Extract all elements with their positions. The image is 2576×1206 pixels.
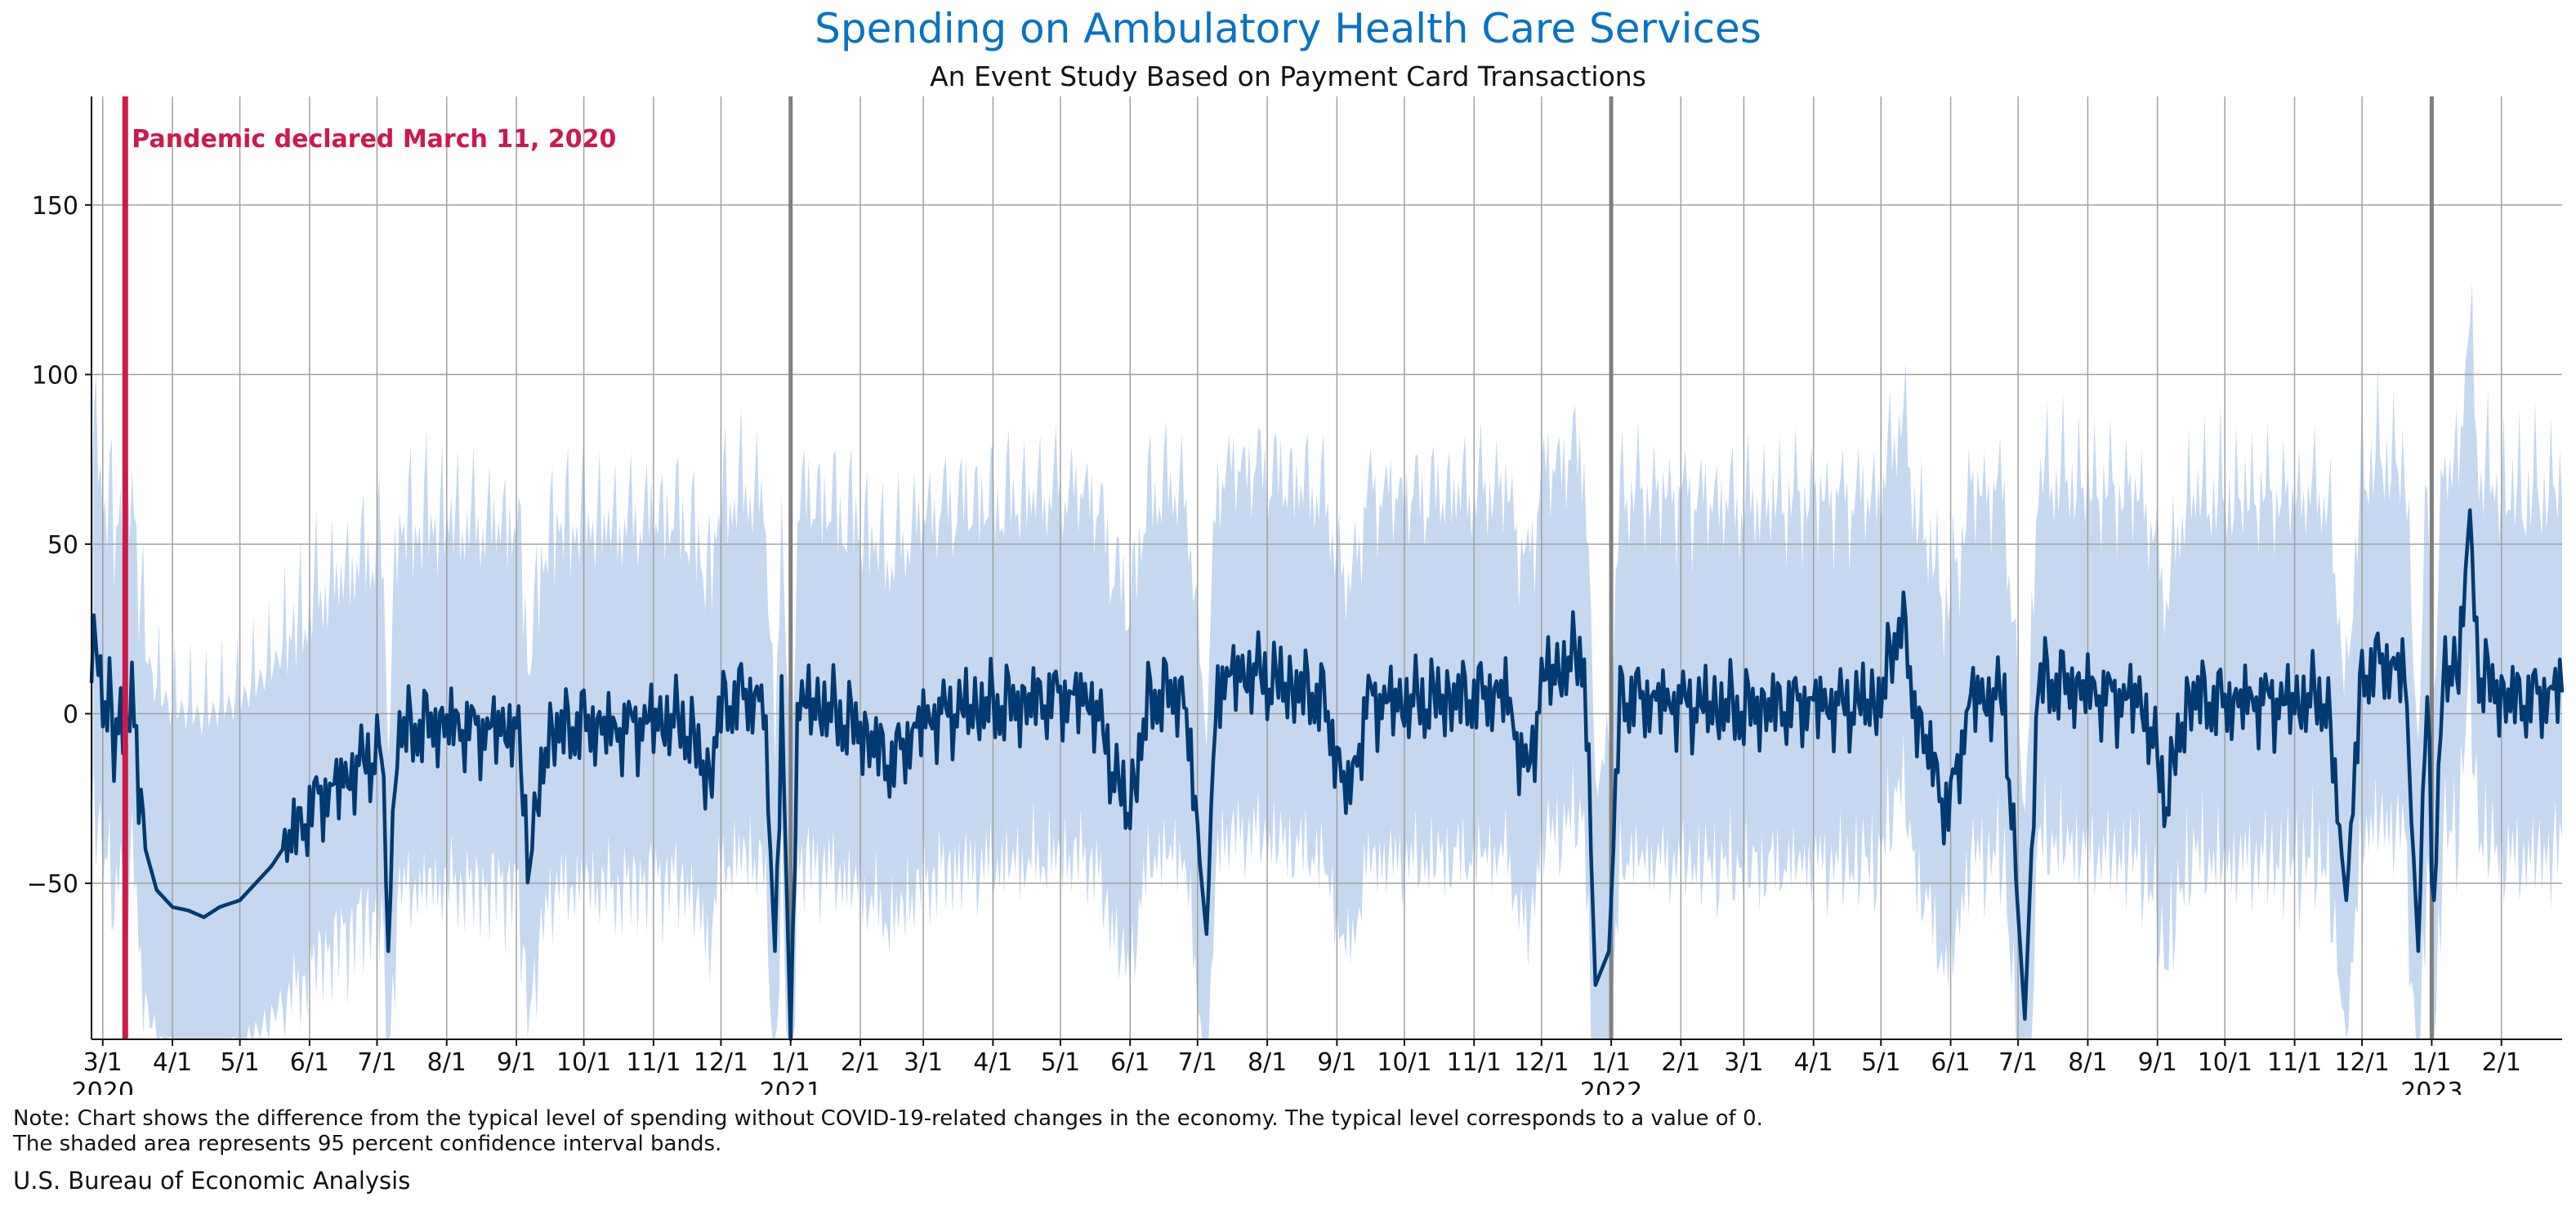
source-credit: U.S. Bureau of Economic Analysis (13, 1167, 411, 1195)
x-tick-label: 11/1 (1447, 1048, 1502, 1077)
x-tick-label: 12/1 (694, 1048, 748, 1077)
x-tick-label: 9/1 (497, 1048, 536, 1077)
x-tick-label: 9/1 (1317, 1048, 1356, 1077)
chart-title: Spending on Ambulatory Health Care Servi… (815, 5, 1761, 52)
x-tick-label: 7/1 (1998, 1048, 2038, 1077)
x-tick-label: 3/1 (904, 1048, 943, 1077)
x-tick-label: 8/1 (427, 1048, 467, 1077)
x-tick-label: 12/1 (2334, 1048, 2389, 1077)
x-tick-label: 1/1 (1592, 1048, 1631, 1077)
line-chart: Pandemic declared March 11, 2020 −50 0 50 1… (27, 96, 2565, 1095)
note-line-1: Note: Chart shows the difference from th… (13, 1106, 1763, 1131)
y-tick-label: 100 (32, 361, 78, 390)
x-tick-label: 1/1 (2412, 1048, 2451, 1077)
x-tick-label: 4/1 (1794, 1048, 1833, 1077)
spending-line-layer (89, 508, 2565, 1042)
spending-line (89, 508, 2565, 1042)
note-line-2: The shaded area represents 95 percent co… (13, 1132, 722, 1156)
pandemic-annotation: Pandemic declared March 11, 2020 (132, 125, 616, 154)
x-tick-label: 3/1 (83, 1048, 123, 1077)
x-tick-label: 10/1 (2198, 1048, 2252, 1077)
annotation-layer: Pandemic declared March 11, 2020 (122, 96, 616, 1039)
x-tick-label: 5/1 (220, 1048, 259, 1077)
x-year-label: 2021 (760, 1078, 822, 1095)
x-tick-label: 7/1 (357, 1048, 396, 1077)
x-tick-label: 7/1 (1178, 1048, 1217, 1077)
chart-note: Note: Chart shows the difference from th… (13, 1106, 1763, 1157)
x-tick-label: 2/1 (2482, 1048, 2521, 1077)
grid-layer (92, 96, 2562, 1039)
x-tick-label: 8/1 (2068, 1048, 2107, 1077)
y-tick-label: −50 (27, 870, 78, 899)
x-tick-label: 5/1 (1041, 1048, 1080, 1077)
x-tick-label: 11/1 (626, 1048, 681, 1077)
y-tick-label: 50 (47, 531, 78, 560)
x-tick-label: 10/1 (1377, 1048, 1431, 1077)
x-tick-label: 2/1 (841, 1048, 880, 1077)
x-tick-label: 4/1 (973, 1048, 1012, 1077)
x-year-label: 2023 (2400, 1078, 2462, 1095)
x-tick-label: 10/1 (556, 1048, 611, 1077)
x-tick-label: 6/1 (1931, 1048, 1970, 1077)
x-tick-label: 2/1 (1661, 1048, 1700, 1077)
x-tick-label: 3/1 (1724, 1048, 1763, 1077)
y-tick-label: 0 (63, 700, 78, 729)
x-tick-label: 11/1 (2267, 1048, 2322, 1077)
x-tick-label: 6/1 (1110, 1048, 1150, 1077)
y-tick-label: 150 (32, 192, 78, 221)
x-tick-label: 1/1 (771, 1048, 810, 1077)
x-tick-label: 6/1 (290, 1048, 329, 1077)
x-year-label: 2022 (1580, 1078, 1642, 1095)
x-year-label: 2020 (72, 1078, 134, 1095)
chart-subtitle: An Event Study Based on Payment Card Tra… (930, 60, 1646, 92)
confidence-band (92, 282, 2562, 1039)
x-tick-label: 4/1 (153, 1048, 192, 1077)
x-tick-label: 12/1 (1514, 1048, 1569, 1077)
x-tick-label: 8/1 (1248, 1048, 1287, 1077)
x-tick-label: 9/1 (2138, 1048, 2177, 1077)
confidence-band-layer (92, 282, 2562, 1039)
x-tick-label: 5/1 (1861, 1048, 1900, 1077)
